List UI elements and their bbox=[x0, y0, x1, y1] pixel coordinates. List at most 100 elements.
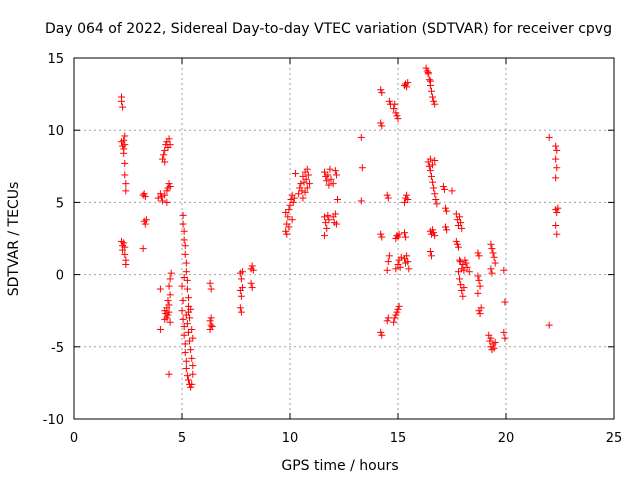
data-points bbox=[118, 64, 562, 391]
data-point bbox=[486, 337, 494, 345]
data-point bbox=[331, 210, 339, 218]
data-point bbox=[427, 87, 435, 95]
data-point bbox=[461, 256, 469, 264]
data-point bbox=[474, 249, 482, 257]
data-point bbox=[180, 323, 188, 331]
x-tick-label: 5 bbox=[178, 431, 186, 446]
plot-frame bbox=[73, 57, 615, 420]
data-point bbox=[489, 249, 497, 257]
data-point bbox=[397, 253, 405, 261]
data-point bbox=[430, 184, 438, 192]
data-point bbox=[165, 301, 173, 309]
data-point bbox=[121, 250, 129, 258]
data-point bbox=[424, 68, 432, 76]
data-point bbox=[430, 97, 438, 105]
data-point bbox=[325, 181, 333, 189]
data-point bbox=[390, 105, 398, 113]
data-point bbox=[122, 260, 130, 268]
data-point bbox=[487, 265, 495, 273]
data-point bbox=[456, 213, 464, 221]
data-point bbox=[460, 266, 468, 274]
data-point bbox=[161, 191, 169, 199]
data-point bbox=[358, 164, 366, 172]
data-point bbox=[392, 109, 400, 117]
data-point bbox=[183, 320, 191, 328]
data-point bbox=[184, 376, 192, 384]
data-point bbox=[237, 275, 245, 283]
data-point bbox=[327, 175, 335, 183]
data-point bbox=[141, 193, 149, 201]
data-point bbox=[552, 155, 560, 163]
data-point bbox=[247, 279, 255, 287]
data-point bbox=[391, 314, 399, 322]
data-point bbox=[394, 115, 402, 123]
data-point bbox=[425, 76, 433, 84]
data-point bbox=[384, 314, 392, 322]
data-point bbox=[179, 315, 187, 323]
data-point bbox=[187, 305, 195, 313]
data-point bbox=[288, 216, 296, 224]
data-point bbox=[393, 112, 401, 120]
data-point bbox=[392, 265, 400, 273]
data-point bbox=[290, 194, 298, 202]
data-point bbox=[476, 282, 484, 290]
data-point bbox=[120, 239, 128, 247]
data-point bbox=[289, 198, 297, 206]
data-point bbox=[326, 165, 334, 173]
data-point bbox=[121, 141, 129, 149]
data-point bbox=[426, 167, 434, 175]
data-point bbox=[121, 171, 129, 179]
data-point bbox=[426, 155, 434, 163]
data-point bbox=[488, 269, 496, 277]
data-point bbox=[443, 226, 451, 234]
data-point bbox=[186, 337, 194, 345]
data-point bbox=[188, 354, 196, 362]
data-point bbox=[442, 204, 450, 212]
data-point bbox=[325, 216, 333, 224]
data-point bbox=[321, 213, 329, 221]
data-point bbox=[206, 317, 214, 325]
data-point bbox=[460, 284, 468, 292]
data-point bbox=[385, 252, 393, 260]
data-point bbox=[165, 308, 173, 316]
data-point bbox=[181, 250, 189, 258]
data-point bbox=[491, 338, 499, 346]
data-point bbox=[286, 201, 294, 209]
data-point bbox=[182, 259, 190, 267]
data-point bbox=[122, 180, 130, 188]
data-point bbox=[431, 100, 439, 108]
data-point bbox=[238, 284, 246, 292]
data-point bbox=[404, 258, 412, 266]
data-point bbox=[237, 292, 245, 300]
data-point bbox=[323, 177, 331, 185]
data-point bbox=[181, 242, 189, 250]
data-point bbox=[404, 79, 412, 87]
data-point bbox=[453, 240, 461, 248]
data-point bbox=[299, 194, 307, 202]
data-point bbox=[553, 230, 561, 238]
data-point bbox=[501, 334, 509, 342]
data-point bbox=[166, 183, 174, 191]
data-point bbox=[304, 171, 312, 179]
data-point bbox=[403, 252, 411, 260]
data-point bbox=[457, 219, 465, 227]
data-point bbox=[323, 224, 331, 232]
data-point bbox=[392, 311, 400, 319]
data-point bbox=[332, 171, 340, 179]
data-point bbox=[282, 209, 290, 217]
data-point bbox=[179, 297, 187, 305]
data-point bbox=[390, 318, 398, 326]
data-point bbox=[488, 245, 496, 253]
data-point bbox=[394, 233, 402, 241]
chart-title: Day 064 of 2022, Sidereal Day-to-day VTE… bbox=[45, 21, 612, 37]
data-point bbox=[206, 279, 214, 287]
data-point bbox=[282, 227, 290, 235]
data-point bbox=[474, 289, 482, 297]
data-point bbox=[121, 159, 129, 167]
data-point bbox=[552, 222, 560, 230]
y-tick-label: 0 bbox=[56, 269, 64, 284]
data-point bbox=[377, 328, 385, 336]
data-point bbox=[396, 263, 404, 271]
data-point bbox=[119, 103, 127, 111]
y-tick-label: -5 bbox=[51, 341, 64, 356]
